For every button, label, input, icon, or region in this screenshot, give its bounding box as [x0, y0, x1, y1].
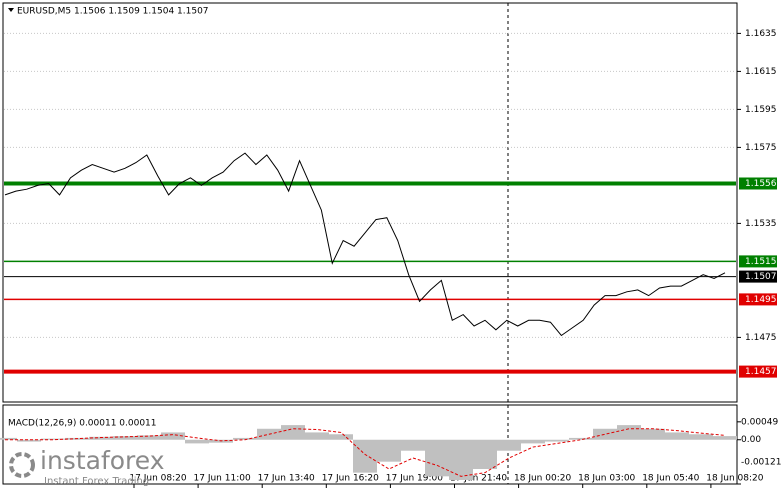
macd-bar — [545, 439, 569, 442]
macd-bar — [641, 428, 665, 440]
x-tick-label: 18 Jun 05:40 — [642, 474, 699, 484]
macd-bar — [377, 439, 401, 462]
y-tick-label: 1.1475 — [745, 333, 777, 343]
level-label-bg — [739, 177, 777, 190]
menu-arrow — [8, 8, 14, 12]
logo-tagline: Instant Forex Trading — [44, 476, 149, 487]
macd-bar — [161, 432, 185, 440]
macd-bar — [473, 439, 497, 470]
macd-y-tick-label: -0.00121 — [741, 458, 781, 468]
macd-bar — [401, 439, 425, 451]
macd-bar — [425, 439, 449, 477]
macd-bar — [617, 425, 641, 440]
chart-title: EURUSD,M5 1.1506 1.1509 1.1504 1.1507 — [17, 7, 209, 17]
level-label-bg — [739, 270, 777, 283]
macd-title: MACD(12,26,9) 0.00011 0.00011 — [8, 419, 157, 429]
macd-bar — [353, 439, 377, 473]
level-label: 1.1457 — [745, 367, 777, 377]
macd-bar — [137, 435, 161, 440]
y-tick-label: 1.1615 — [745, 67, 777, 77]
level-label: 1.1495 — [745, 295, 777, 305]
main-panel — [2, 2, 738, 403]
macd-bar — [305, 432, 329, 440]
macd-bar — [17, 439, 41, 442]
logo-bg — [6, 449, 38, 481]
macd-bar — [113, 436, 137, 440]
x-tick-label: 17 Jun 11:00 — [194, 474, 251, 484]
macd-bar — [713, 436, 737, 440]
macd-bar — [0, 437, 17, 440]
marks: 1.1635 1.1615 1.1595 1.1575 1.1535 1.1475 17 J… — [0, 29, 781, 488]
x-tick-label: 17 Jun 19:00 — [386, 474, 443, 484]
macd-bar — [281, 425, 305, 440]
y-tick-label: 1.1535 — [745, 219, 777, 229]
level-label-bg — [739, 255, 777, 268]
macd-y-tick-label: 0.00049 — [741, 417, 778, 427]
y-tick-label: 1.1575 — [745, 143, 777, 153]
macd-bar — [329, 434, 353, 440]
macd-bar — [569, 437, 593, 440]
macd-bar — [665, 432, 689, 440]
macd-bar — [497, 439, 521, 451]
x-tick-label: 17 Jun 13:40 — [258, 474, 315, 484]
level-label: 1.1507 — [745, 272, 777, 282]
x-tick-label: 17 Jun 08:20 — [129, 474, 186, 484]
level-label: 1.1556 — [745, 179, 777, 189]
x-tick-label: 18 Jun 08:20 — [706, 474, 763, 484]
macd-signal — [5, 428, 726, 477]
x-tick-label: 18 Jun 00:20 — [514, 474, 571, 484]
level-label: 1.1515 — [745, 257, 777, 267]
macd-bar — [41, 438, 65, 440]
macd-bar — [689, 434, 713, 440]
macd-bar — [593, 428, 617, 440]
y-tick-label: 1.1635 — [745, 29, 777, 39]
logo: instaforex Instant Forex Trading — [6, 446, 165, 487]
x-tick-label: 17 Jun 16:20 — [322, 474, 379, 484]
logo-name: instaforex — [40, 446, 165, 475]
macd-bar — [449, 439, 473, 480]
x-tick-label: 18 Jun 03:00 — [578, 474, 635, 484]
logo-icon — [9, 452, 35, 478]
macd-bar — [89, 436, 113, 440]
x-tick-label: 17 Jun 21:40 — [450, 474, 507, 484]
macd-bar — [185, 439, 209, 444]
level-label-bg — [739, 293, 777, 306]
price-line — [4, 152, 726, 337]
level-label-bg — [739, 365, 777, 378]
y-tick-label: 1.1595 — [745, 105, 777, 115]
macd-bar — [521, 439, 545, 444]
macd-y-tick-label: 0.00 — [741, 435, 761, 445]
macd-bar — [233, 437, 257, 440]
